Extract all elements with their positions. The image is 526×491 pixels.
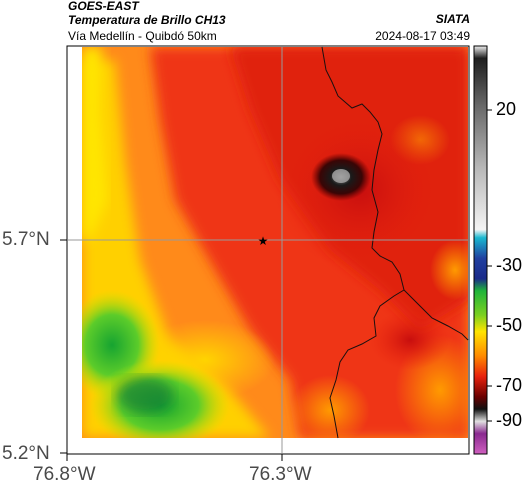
latitude-tick: 5.7°N <box>2 229 50 250</box>
colorbar-label: -90 <box>496 410 523 430</box>
timestamp-label: 2024-08-17 03:49 <box>375 29 470 43</box>
location-star-icon: ★ <box>258 234 269 248</box>
colorbar-label: -30 <box>496 255 523 275</box>
colorbar-label: 20 <box>496 99 517 119</box>
colorbar-label: -50 <box>496 315 523 335</box>
longitude-tick: 76.3°W <box>249 464 312 485</box>
satellite-title: GOES-EAST <box>68 0 139 13</box>
region-subtitle: Vía Medellín - Quibdó 50km <box>68 29 217 43</box>
temperature-field <box>82 47 468 438</box>
latitude-tick: 5.2°N <box>2 443 50 464</box>
organization-label: SIATA <box>435 12 470 26</box>
product-title: Temperatura de Brillo CH13 <box>68 13 226 27</box>
colorbar-label: -70 <box>496 375 523 395</box>
boundary-line-south <box>329 289 405 439</box>
frame-ticks <box>60 239 283 461</box>
boundary-line <box>321 46 469 341</box>
longitude-tick: 76.8°W <box>33 464 96 485</box>
